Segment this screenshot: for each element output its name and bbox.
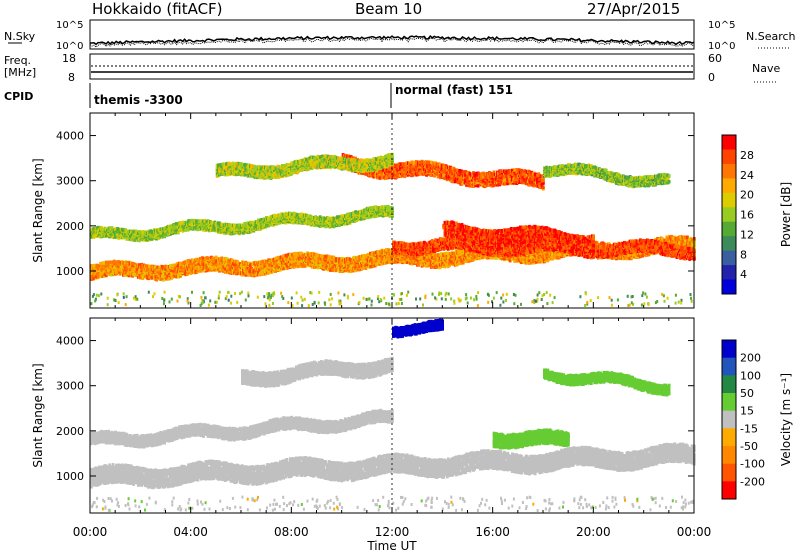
velocity-band-4: [543, 368, 671, 396]
x-tick-4: 16:00: [475, 525, 510, 539]
velocity-panel: 4000 3000 2000 1000 Slant Range [km]: [31, 318, 696, 513]
power-colorbar-swatch-7: [722, 236, 736, 251]
power-colorbar-tick-2: 20: [740, 189, 754, 202]
x-tick-2: 08:00: [274, 525, 309, 539]
velocity-colorbar-tick-3: 15: [740, 405, 754, 418]
noise-right-tick-bottom: 10^0: [708, 41, 735, 52]
noise-right-tick-top: 10^5: [708, 20, 735, 31]
velocity-colorbar-swatch-0: [722, 340, 736, 358]
noise-right-label: N.Search: [746, 30, 796, 43]
freq-right-tick-bottom: 0: [708, 71, 715, 84]
power-colorbar-swatch-8: [722, 251, 736, 266]
power-colorbar-swatch-1: [722, 150, 736, 165]
x-tick-5: 20:00: [576, 525, 611, 539]
noise-search-trace: [90, 38, 694, 47]
velocity-colorbar-tick-1: 100: [740, 369, 761, 382]
power-ytick-2: 2000: [56, 220, 84, 233]
velocity-colorbar-swatch-5: [722, 428, 736, 446]
velocity-colorbar-label: Velocity [m s⁻¹]: [779, 373, 793, 466]
power-cells: [90, 153, 696, 307]
x-tick-1: 04:00: [173, 525, 208, 539]
power-band-1: [90, 205, 394, 242]
x-tick-6: 00:00: [677, 525, 712, 539]
freq-left-tick-top: 18: [62, 52, 76, 65]
velocity-colorbar-tick-0: 200: [740, 352, 761, 365]
power-colorbar-swatch-6: [722, 222, 736, 237]
freq-label-2: [MHz]: [4, 66, 36, 79]
velocity-band-0: [90, 442, 696, 489]
x-tick-3: 12:00: [375, 525, 410, 539]
velocity-colorbar: 200 100 50 15 -15 -50 -100 -200 Velocity [m s⁻¹]: [722, 340, 793, 500]
velocity-ytick-3: 1000: [56, 470, 84, 483]
power-ylabel: Slant Range [km]: [31, 158, 45, 262]
velocity-ytick-2: 2000: [56, 425, 84, 438]
velocity-cells: [90, 319, 696, 512]
station-title: Hokkaido (fitACF): [92, 0, 223, 18]
velocity-colorbar-swatch-1: [722, 358, 736, 376]
power-ytick-3: 1000: [56, 265, 84, 278]
velocity-band-2: [493, 428, 570, 449]
power-colorbar-tick-1: 24: [740, 169, 754, 182]
cpid-segment-1: themis -3300: [94, 93, 183, 107]
power-colorbar-swatch-2: [722, 164, 736, 179]
noise-left-tick-bottom: 10^0: [56, 41, 83, 52]
noise-left-label: N.Sky: [4, 30, 36, 43]
velocity-band-1: [90, 409, 394, 449]
x-axis-label: Time UT: [366, 539, 417, 553]
noise-left-tick-top: 10^5: [56, 20, 83, 31]
velocity-colorbar-tick-2: 50: [740, 387, 754, 400]
noise-panel: N.Sky 10^5 10^0 10^5 10^0 N.Search: [4, 20, 796, 52]
power-colorbar-swatch-0: [722, 135, 736, 150]
velocity-near-range-scatter: [91, 496, 694, 512]
power-panel: 4000 3000 2000 1000 Slant Range [km]: [31, 113, 696, 308]
velocity-colorbar-swatch-8: [722, 481, 736, 499]
velocity-band-5: [241, 357, 394, 388]
power-ytick-0: 4000: [56, 130, 84, 143]
frequency-panel: Freq. [MHz] 18 8 60 0 Nave: [4, 52, 780, 84]
velocity-colorbar-tick-7: -200: [740, 475, 765, 488]
x-tick-0: 00:00: [73, 525, 108, 539]
power-colorbar-swatch-10: [722, 280, 736, 295]
date-title: 27/Apr/2015: [587, 0, 680, 18]
nave-label: Nave: [752, 62, 780, 75]
velocity-colorbar-swatch-2: [722, 375, 736, 393]
freq-left-tick-bottom: 8: [68, 71, 75, 84]
power-colorbar: 28 24 20 16 12 8 4 Power [dB]: [722, 135, 793, 295]
velocity-colorbar-swatch-6: [722, 446, 736, 464]
noise-trace: [90, 36, 694, 44]
cpid-segment-2: normal (fast) 151: [395, 83, 513, 97]
power-colorbar-tick-6: 4: [740, 268, 747, 281]
freq-right-tick-top: 60: [708, 52, 722, 65]
power-colorbar-swatch-4: [722, 193, 736, 208]
radar-figure: Hokkaido (fitACF) Beam 10 27/Apr/2015 N.…: [0, 0, 800, 554]
power-colorbar-swatch-9: [722, 265, 736, 280]
power-colorbar-tick-5: 8: [740, 248, 747, 261]
velocity-ytick-0: 4000: [56, 335, 84, 348]
power-colorbar-tick-0: 28: [740, 149, 754, 162]
velocity-colorbar-tick-4: -15: [740, 422, 758, 435]
power-colorbar-swatch-5: [722, 207, 736, 222]
power-colorbar-tick-4: 12: [740, 228, 754, 241]
velocity-band-3: [392, 319, 444, 339]
velocity-colorbar-swatch-4: [722, 411, 736, 429]
power-colorbar-label: Power [dB]: [779, 182, 793, 247]
velocity-colorbar-tick-6: -100: [740, 458, 765, 471]
cpid-label: CPID: [4, 90, 33, 103]
beam-title: Beam 10: [355, 0, 422, 18]
power-band-6: [543, 163, 671, 189]
power-colorbar-swatch-3: [722, 178, 736, 193]
power-colorbar-tick-3: 16: [740, 209, 754, 222]
velocity-colorbar-tick-5: -50: [740, 440, 758, 453]
velocity-ytick-1: 3000: [56, 380, 84, 393]
velocity-colorbar-swatch-3: [722, 393, 736, 411]
power-ytick-1: 3000: [56, 175, 84, 188]
velocity-ylabel: Slant Range [km]: [31, 363, 45, 467]
velocity-colorbar-swatch-7: [722, 464, 736, 482]
time-axis: 00:00 04:00 08:00 12:00 16:00 20:00 00:00: [73, 525, 712, 539]
